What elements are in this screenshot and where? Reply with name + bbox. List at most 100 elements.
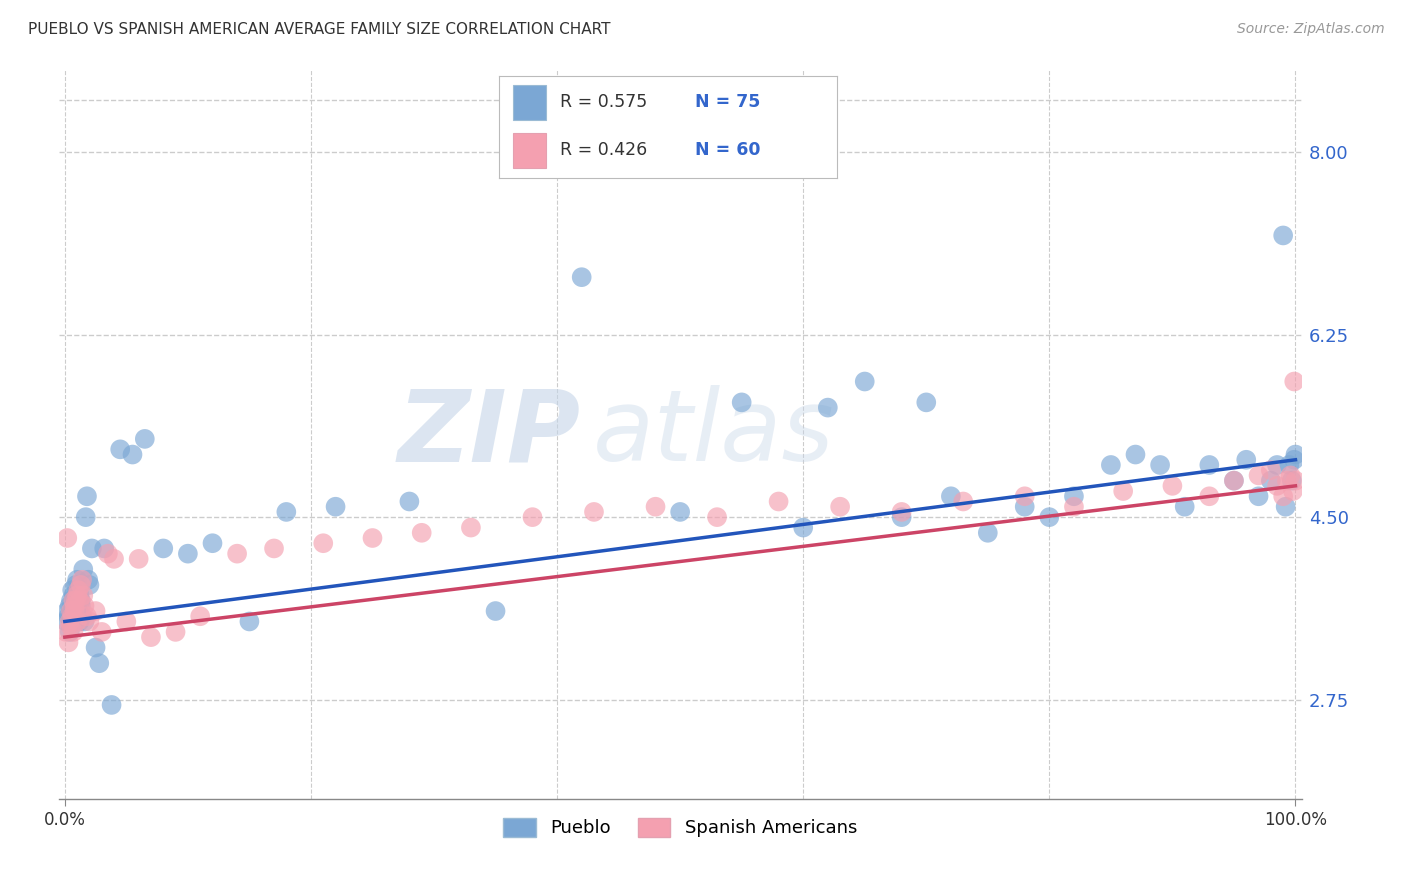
Point: [1281, 474, 1303, 488]
Point: [1063, 500, 1085, 514]
Point: [1247, 468, 1270, 483]
Point: [1174, 500, 1197, 514]
Point: [915, 395, 938, 409]
Point: [59, 599, 82, 613]
Point: [93, 541, 115, 556]
Point: [115, 615, 138, 629]
FancyBboxPatch shape: [513, 85, 547, 120]
Point: [1272, 228, 1295, 243]
Point: [59, 615, 82, 629]
Point: [571, 270, 593, 285]
Point: [1223, 474, 1246, 488]
Point: [890, 510, 912, 524]
Point: [890, 505, 912, 519]
Text: R = 0.575: R = 0.575: [560, 93, 647, 111]
Point: [830, 500, 852, 514]
Text: N = 60: N = 60: [695, 141, 761, 159]
Point: [644, 500, 666, 514]
Point: [1099, 458, 1122, 472]
Point: [65, 593, 87, 607]
Point: [1198, 489, 1220, 503]
Text: Source: ZipAtlas.com: Source: ZipAtlas.com: [1237, 22, 1385, 37]
Point: [69, 593, 91, 607]
Point: [1014, 489, 1036, 503]
Point: [1234, 452, 1257, 467]
Point: [69, 615, 91, 629]
Point: [72, 562, 94, 576]
Point: [62, 624, 84, 639]
Point: [952, 494, 974, 508]
Point: [100, 698, 122, 712]
Point: [1272, 489, 1295, 503]
Legend: Pueblo, Spanish Americans: Pueblo, Spanish Americans: [496, 811, 865, 845]
Point: [165, 624, 187, 639]
Point: [97, 547, 120, 561]
Point: [1014, 500, 1036, 514]
Point: [62, 609, 84, 624]
FancyBboxPatch shape: [513, 133, 547, 168]
Point: [977, 525, 1000, 540]
Point: [90, 624, 112, 639]
Point: [62, 588, 84, 602]
Point: [731, 395, 754, 409]
Point: [312, 536, 335, 550]
Point: [226, 547, 249, 561]
Point: [55, 624, 77, 639]
Point: [63, 599, 86, 613]
Point: [69, 588, 91, 602]
Point: [768, 494, 790, 508]
Point: [79, 578, 101, 592]
Text: PUEBLO VS SPANISH AMERICAN AVERAGE FAMILY SIZE CORRELATION CHART: PUEBLO VS SPANISH AMERICAN AVERAGE FAMIL…: [28, 22, 610, 37]
Point: [69, 593, 91, 607]
Point: [522, 510, 544, 524]
Point: [1260, 463, 1282, 477]
Point: [1265, 458, 1288, 472]
Point: [65, 578, 87, 592]
Point: [1274, 500, 1296, 514]
Point: [1038, 510, 1060, 524]
Point: [63, 604, 86, 618]
Point: [1247, 489, 1270, 503]
Point: [939, 489, 962, 503]
Point: [1275, 474, 1298, 488]
Point: [59, 593, 82, 607]
Point: [66, 573, 89, 587]
Point: [59, 604, 82, 618]
Point: [79, 615, 101, 629]
Point: [276, 505, 298, 519]
Point: [1223, 474, 1246, 488]
Text: R = 0.426: R = 0.426: [560, 141, 647, 159]
Point: [56, 531, 79, 545]
Point: [73, 615, 96, 629]
Point: [73, 599, 96, 613]
Point: [853, 375, 876, 389]
Point: [55, 615, 77, 629]
Point: [63, 615, 86, 629]
Point: [66, 588, 89, 602]
Point: [817, 401, 839, 415]
Point: [411, 525, 433, 540]
Point: [484, 604, 506, 618]
Point: [58, 609, 80, 624]
Text: N = 75: N = 75: [695, 93, 761, 111]
Point: [60, 609, 83, 624]
Text: ZIP: ZIP: [398, 385, 581, 483]
Point: [1063, 489, 1085, 503]
Point: [1284, 375, 1306, 389]
Point: [59, 624, 82, 639]
Point: [77, 573, 100, 587]
Point: [134, 432, 156, 446]
Point: [70, 573, 93, 587]
Point: [103, 552, 125, 566]
Point: [59, 615, 82, 629]
Point: [706, 510, 728, 524]
Point: [1125, 448, 1147, 462]
Point: [60, 604, 83, 618]
Point: [1284, 474, 1306, 488]
Point: [65, 604, 87, 618]
Point: [460, 520, 482, 534]
Point: [1284, 452, 1306, 467]
Point: [66, 615, 89, 629]
Point: [1265, 479, 1288, 493]
Point: [67, 583, 90, 598]
